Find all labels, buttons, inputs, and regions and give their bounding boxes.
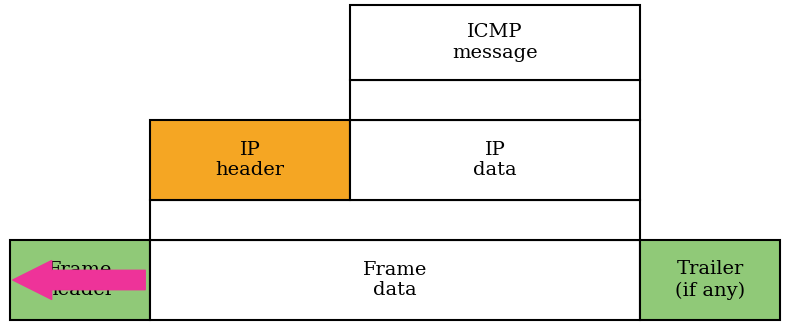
Bar [350, 80, 640, 120]
Text: IP
header: IP header [215, 141, 285, 179]
Bar [150, 120, 350, 200]
Bar [150, 240, 640, 320]
Text: IP
data: IP data [473, 141, 517, 179]
FancyArrowPatch shape [13, 260, 145, 300]
Text: Trailer
(if any): Trailer (if any) [675, 260, 745, 300]
Bar [150, 200, 640, 240]
Text: Frame
header: Frame header [46, 260, 114, 299]
Bar [350, 120, 640, 200]
Bar [640, 240, 780, 320]
Bar [10, 240, 150, 320]
Bar [350, 5, 640, 80]
Text: Frame
data: Frame data [363, 260, 427, 299]
Text: ICMP
message: ICMP message [452, 23, 538, 62]
